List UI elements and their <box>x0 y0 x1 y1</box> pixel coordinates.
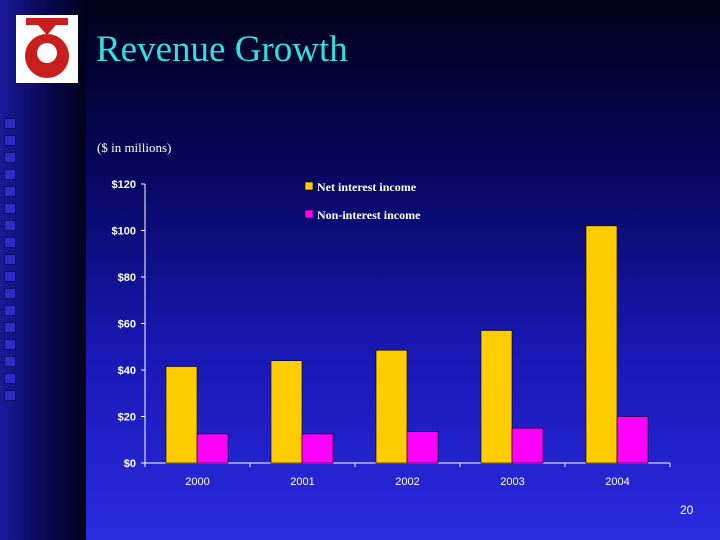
bar-net-interest-income-2004 <box>585 225 618 464</box>
legend-swatch-non-interest-income <box>304 209 314 219</box>
y-tick-label: $100 <box>112 226 136 238</box>
bar-net-interest-income-2003 <box>480 330 513 464</box>
x-tick-label: 2004 <box>605 476 629 488</box>
bar-non-interest-income-2004 <box>616 416 649 464</box>
page-title: Revenue Growth <box>96 29 348 70</box>
chart-units-label: ($ in millions) <box>97 140 172 155</box>
x-tick-label: 2001 <box>290 476 314 488</box>
bar-non-interest-income-2003 <box>511 427 544 464</box>
x-axis: 2000 2001 2002 2003 2004 <box>144 462 671 488</box>
y-tick-label: $60 <box>118 319 136 331</box>
bar-non-interest-income-2002 <box>406 431 439 464</box>
page-number: 20 <box>680 503 694 517</box>
company-logo <box>16 15 78 83</box>
y-axis: $0 $20 $40 $60 $80 $100 $120 <box>112 179 146 470</box>
legend-label-net-interest-income: Net interest income <box>317 180 417 194</box>
x-tick-label: 2002 <box>395 476 419 488</box>
logo-emblem-icon <box>25 18 69 78</box>
legend-label-non-interest-income: Non-interest income <box>317 208 421 222</box>
bar-non-interest-income-2001 <box>301 433 334 464</box>
decorative-squares <box>4 118 16 407</box>
x-tick-label: 2003 <box>500 476 524 488</box>
bar-net-interest-income-2002 <box>375 349 408 464</box>
bar-net-interest-income-2001 <box>270 360 303 464</box>
y-tick-label: $20 <box>118 412 136 424</box>
y-tick-label: $80 <box>118 272 136 284</box>
bars <box>165 225 649 464</box>
legend: Net interest income Non-interest income <box>304 180 421 222</box>
x-tick-label: 2000 <box>185 476 209 488</box>
y-tick-label: $40 <box>118 365 136 377</box>
bar-net-interest-income-2000 <box>165 366 198 464</box>
legend-swatch-net-interest-income <box>304 181 314 191</box>
left-decorative-strip <box>0 0 86 540</box>
bar-non-interest-income-2000 <box>196 433 229 464</box>
y-tick-label: $0 <box>124 458 136 470</box>
y-tick-label: $120 <box>112 179 136 191</box>
